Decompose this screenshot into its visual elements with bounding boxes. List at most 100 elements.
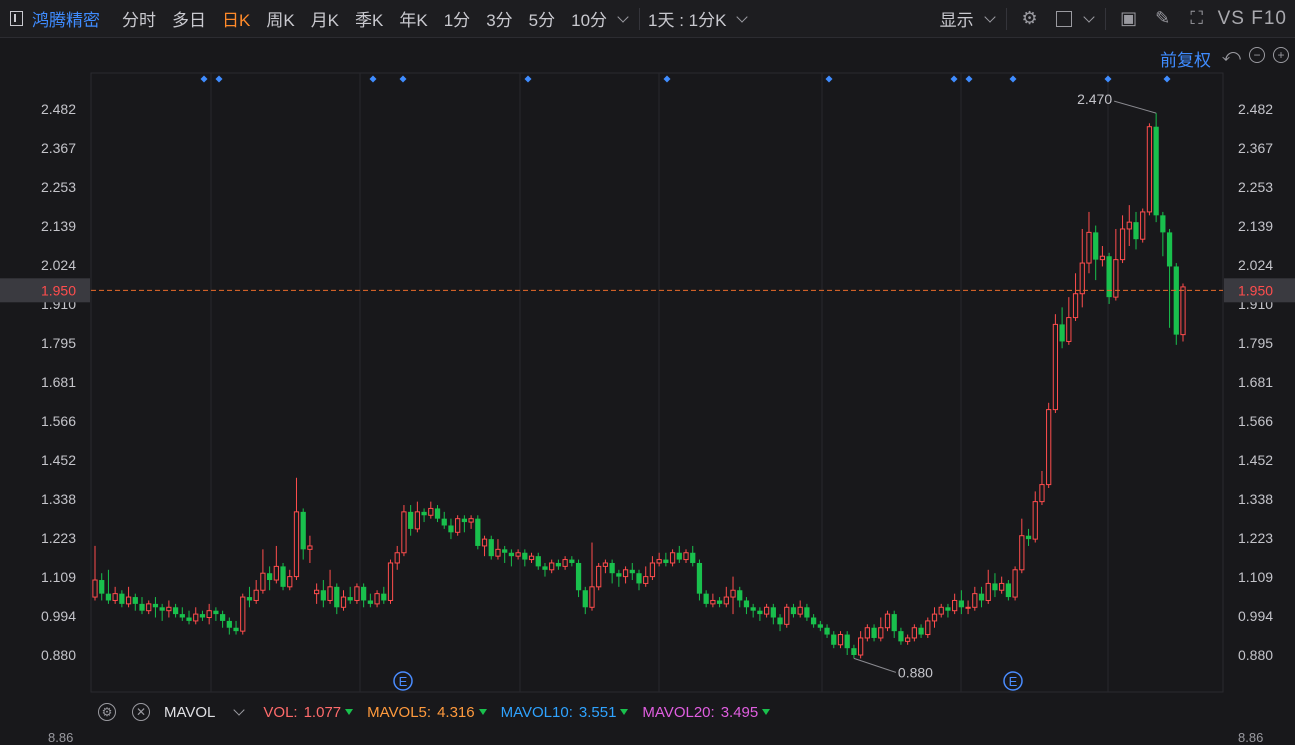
tab-period-9[interactable]: 5分 [528,11,556,30]
y-tick-left-12: 1.109 [41,569,76,585]
chevron-down-icon[interactable] [233,704,246,716]
tab-period-1[interactable]: 多日 [172,11,206,30]
candle-body-115 [864,627,870,639]
tab-period-8[interactable]: 3分 [486,11,513,30]
candle-body-104 [790,607,797,615]
stock-name[interactable]: 鸿腾精密 [32,11,100,30]
camera-icon[interactable]: ▣ [1120,8,1138,28]
tab-period-7[interactable]: 1分 [443,11,471,30]
candle-body-159 [1160,215,1166,233]
vs-f10-button[interactable]: VS F10 [1217,7,1287,29]
tab-period-4[interactable]: 月K [310,11,340,30]
triangle-down-icon[interactable] [620,708,629,715]
volume-axis-tick-left: 8.86 [48,730,74,745]
current-price-tag-right-bg [1224,278,1295,303]
candle-body-28 [280,566,286,587]
candle-body-112 [844,634,850,649]
candle-body-135 [999,582,1005,591]
candle-body-68 [549,562,555,571]
checkbox-icon[interactable] [1053,8,1075,30]
candle-body-111 [837,634,844,646]
tab-period-10[interactable]: 10分 [571,11,608,30]
display-menu[interactable]: 显示 [939,11,974,30]
candle-body-87 [676,552,682,560]
candle-body-8 [146,603,152,612]
candle-body-129 [958,600,964,608]
low-annotation-leader [853,657,897,673]
top-marker-diamond-10 [1104,75,1112,83]
candle-body-1 [99,580,105,594]
close-icon[interactable]: ✕ [132,703,150,721]
divider [1005,7,1007,30]
candle-body-93 [716,600,723,604]
candle-body-15 [193,613,199,622]
candle-body-94 [723,596,729,605]
candle-body-128 [952,599,958,612]
candle-body-70 [562,559,568,567]
candle-body-44 [387,562,394,601]
candle-body-110 [831,634,837,645]
y-tick-right-0: 2.482 [1238,101,1273,117]
candle-body-147 [1079,262,1085,295]
tab-period-0[interactable]: 分时 [122,11,156,30]
triangle-down-icon[interactable] [762,708,771,715]
y-tick-left-2: 2.253 [41,179,76,195]
indicator-name[interactable]: MAVOL [164,703,216,721]
fullscreen-icon[interactable]: ⛶ [1190,8,1203,28]
candle-body-139 [1025,535,1032,540]
y-tick-left-0: 2.482 [41,101,76,117]
triangle-down-icon[interactable] [478,708,487,715]
top-marker-diamond-1 [215,75,223,83]
settings-icon[interactable]: ⚙ [98,703,116,721]
candle-body-101 [770,607,776,618]
period-tabs: 分时 多日 日K 周K 月K 季K 年K 1分 3分 5分 10分 [114,6,615,31]
candle-body-59 [488,539,494,557]
pencil-icon[interactable]: ✎ [1155,8,1171,28]
candle-body-40 [361,586,367,601]
candle-body-118 [884,613,891,629]
candle-body-97 [743,600,750,608]
tab-period-2[interactable]: 日K [222,11,251,30]
candle-body-80 [629,569,635,574]
candle-body-156 [1140,211,1146,240]
candle-body-39 [354,586,360,601]
undo-icon[interactable]: ⤺ [1221,45,1241,65]
candle-body-155 [1133,222,1139,240]
settings-icon[interactable]: ⚙ [1021,8,1038,28]
tab-period-5[interactable]: 季K [355,11,384,30]
interval-select[interactable]: 1天 : 1分K [648,11,727,30]
candle-body-154 [1126,221,1132,230]
zoom-in-icon[interactable]: + [1273,47,1289,63]
event-marker-0 [393,671,413,691]
candle-body-12 [172,607,179,615]
volume-label-0: VOL: [263,703,298,721]
y-tick-left-1: 2.367 [41,140,76,156]
chevron-down-icon[interactable] [1082,10,1095,23]
candle-body-157 [1146,126,1153,213]
y-tick-right-14: 0.880 [1238,647,1273,663]
candle-body-130 [965,606,971,609]
zoom-out-icon[interactable]: − [1249,47,1265,63]
candle-body-152 [1113,259,1119,298]
candle-body-148 [1086,231,1092,264]
triangle-down-icon[interactable] [345,708,354,715]
candle-body-36 [334,586,340,608]
adjust-mode[interactable]: 前复权 [1160,51,1211,70]
toolbar: 鸿腾精密 分时 多日 日K 周K 月K 季K 年K 1分 3分 5分 10分 1天 : 1分K 显示… [0,0,1295,38]
volume-value-2: 3.551 [578,703,617,721]
top-marker-diamond-11 [1163,75,1171,83]
tab-period-6[interactable]: 年K [399,11,428,30]
candle-body-98 [750,607,756,611]
y-tick-left-10: 1.338 [41,491,76,507]
high-annotation: 2.470 [1077,91,1112,107]
candle-body-43 [381,593,387,601]
candle-body-76 [602,562,609,567]
chevron-down-icon[interactable] [617,10,629,23]
square-icon[interactable] [10,11,23,26]
candle-body-61 [502,549,508,553]
chevron-down-icon[interactable] [736,10,749,23]
volume-axis-tick-right: 8.86 [1238,730,1264,745]
chevron-down-icon[interactable] [983,10,996,23]
candle-body-54 [455,518,461,533]
tab-period-3[interactable]: 周K [266,11,295,30]
